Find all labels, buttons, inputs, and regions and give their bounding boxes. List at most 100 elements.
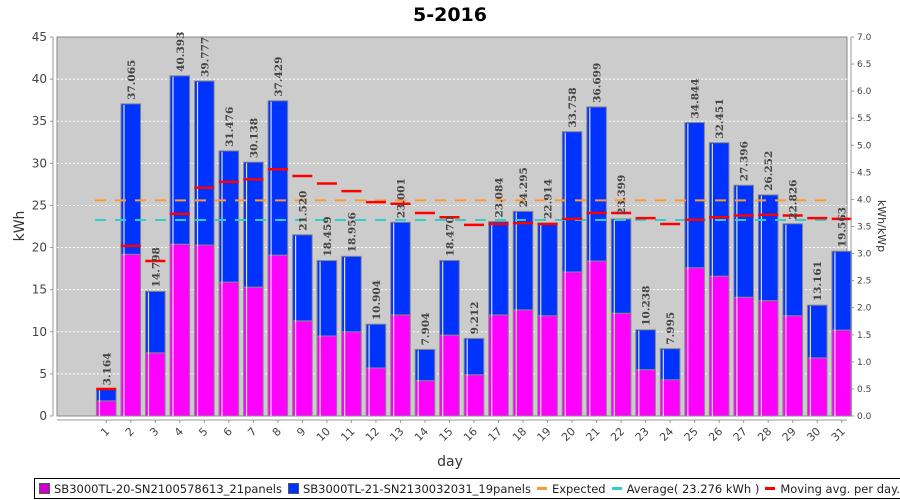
bar-segment-series-2 [757, 194, 779, 302]
bar-segment-series-2 [365, 323, 387, 369]
x-tick-label: 5 [196, 425, 210, 439]
bar-value-label: 7.995 [665, 312, 677, 345]
bar-segment-series-2 [414, 348, 436, 382]
x-tick-label: 12 [363, 425, 382, 444]
bars [95, 75, 853, 417]
bar-value-label: 22.914 [543, 179, 555, 219]
x-tick-label: 18 [510, 425, 529, 444]
bar-value-label: 34.844 [690, 78, 702, 118]
bar-segment-series-2 [488, 221, 509, 316]
y2-tick-label: 2.5 [857, 277, 871, 287]
x-tick-label: 11 [338, 425, 357, 444]
legend-swatch-magenta [39, 483, 50, 494]
x-tick-label: 28 [755, 425, 774, 444]
bar-value-labels: 3.164 37.065 14.798 40.393 39.777 31.476 30.13… [101, 32, 848, 386]
bar-value-label: 18.470 [444, 216, 456, 256]
chart-title: 5-2016 [413, 4, 487, 26]
legend-item-series-1[interactable]: SB3000TL-20-SN2100578613_21panels [39, 482, 282, 496]
y-tick-label: 0 [39, 409, 47, 423]
legend-label: Expected [551, 481, 606, 496]
bar-segment-series-2 [512, 210, 534, 311]
y-tick-label: 30 [32, 156, 47, 170]
y2-tick-label: 1.5 [857, 331, 871, 341]
y-tick-label: 20 [32, 241, 47, 255]
x-tick-label: 3 [147, 425, 161, 439]
bar-segment-series-2 [610, 218, 632, 314]
bar-value-label: 36.699 [592, 63, 604, 103]
bar-value-label: 24.295 [518, 167, 530, 207]
bar-value-label: 33.758 [567, 87, 579, 127]
x-axis: 1 2 3 4 5 6 7 8 9 10 11 12 13 14 15 16 17 18 19 20 21 22 23 24 2… [57, 419, 848, 444]
y2-tick-label: 5.0 [857, 141, 872, 151]
y-tick-label: 45 [32, 30, 47, 44]
y-tick-label: 35 [32, 114, 47, 128]
y-tick-label: 25 [32, 198, 47, 212]
legend-item-moving-avg[interactable]: Moving avg. per day. [765, 482, 900, 496]
y2-tick-label: 3.5 [857, 223, 871, 233]
bar-segment-series-2 [218, 150, 240, 283]
bar-value-label: 37.429 [273, 57, 285, 97]
reference-lines [95, 199, 835, 221]
x-tick-label: 10 [314, 425, 333, 444]
bar-segment-series-2 [292, 234, 313, 322]
bar-segment-series-2 [635, 329, 656, 371]
bar-segment-series-2 [243, 161, 264, 288]
bar-value-label: 30.138 [248, 118, 260, 158]
x-tick-label: 9 [294, 425, 308, 439]
y-axis-label: kWh [12, 211, 28, 242]
bar-segment-series-2 [390, 221, 411, 316]
bar-segment-series-2 [806, 304, 828, 359]
y-tick-label: 40 [32, 72, 47, 86]
y2-tick-label: 0.5 [857, 385, 871, 395]
y2-tick-label: 0.0 [857, 412, 872, 422]
x-tick-label: 25 [682, 425, 701, 444]
legend-item-series-2[interactable]: SB3000TL-21-SN2130032031_19panels [287, 482, 531, 496]
bar-segment-series-2 [316, 260, 338, 337]
y-axis-left: 0 5 10 15 20 25 30 35 40 45 [32, 30, 54, 423]
bar-value-label: 31.476 [224, 107, 236, 147]
legend-label: SB3000TL-20-SN2100578613_21panels [54, 481, 282, 496]
y2-axis-label: kWh/kWp [875, 200, 888, 252]
legend: SB3000TL-20-SN2100578613_21panels SB3000… [34, 478, 900, 499]
x-tick-label: 19 [535, 425, 554, 444]
bar-segment-series-2 [831, 250, 853, 331]
bar-segment-series-2 [144, 290, 166, 354]
bar-segment-series-2 [169, 75, 191, 245]
bar-segment-series-2 [659, 348, 681, 381]
y-tick-label: 5 [39, 367, 47, 381]
x-tick-label: 27 [731, 425, 750, 444]
legend-item-average[interactable]: Average( 23.276 kWh ) [611, 482, 759, 496]
x-tick-label: 17 [486, 425, 505, 444]
x-tick-label: 8 [270, 425, 284, 439]
bar-value-label: 18.956 [346, 212, 358, 252]
bar-value-label: 14.798 [150, 247, 162, 287]
y-tick-label: 10 [32, 325, 47, 339]
x-tick-label: 4 [172, 425, 186, 439]
legend-swatch-cyan-line [611, 487, 622, 490]
bar-value-label: 10.904 [371, 280, 383, 320]
x-tick-label: 13 [387, 425, 406, 444]
x-tick-label: 21 [584, 425, 603, 444]
y2-tick-label: 6.0 [857, 87, 872, 97]
bar-segment-series-2 [782, 223, 804, 317]
bar-value-label: 9.212 [469, 302, 481, 335]
bar-value-label: 13.161 [812, 261, 824, 301]
x-tick-label: 26 [706, 425, 725, 444]
x-tick-label: 24 [657, 425, 676, 444]
bar-value-label: 26.252 [763, 151, 775, 191]
x-axis-label: day [437, 454, 463, 470]
bar-value-label: 23.084 [494, 177, 506, 217]
x-tick-label: 23 [633, 425, 652, 444]
x-tick-label: 22 [608, 425, 627, 444]
y2-tick-label: 5.5 [857, 114, 871, 124]
bar-value-label: 37.065 [126, 60, 138, 100]
bar-value-label: 18.459 [322, 216, 334, 256]
bar-segment-series-2 [267, 100, 289, 256]
bar-value-label: 22.826 [788, 180, 800, 220]
bar-segment-series-2 [561, 131, 583, 273]
bar-segment-series-2 [733, 184, 754, 298]
bar-segment-series-2 [708, 142, 730, 277]
legend-item-expected[interactable]: Expected [536, 481, 606, 496]
y2-tick-label: 3.0 [857, 250, 872, 260]
bar-segment-series-2 [463, 337, 485, 376]
